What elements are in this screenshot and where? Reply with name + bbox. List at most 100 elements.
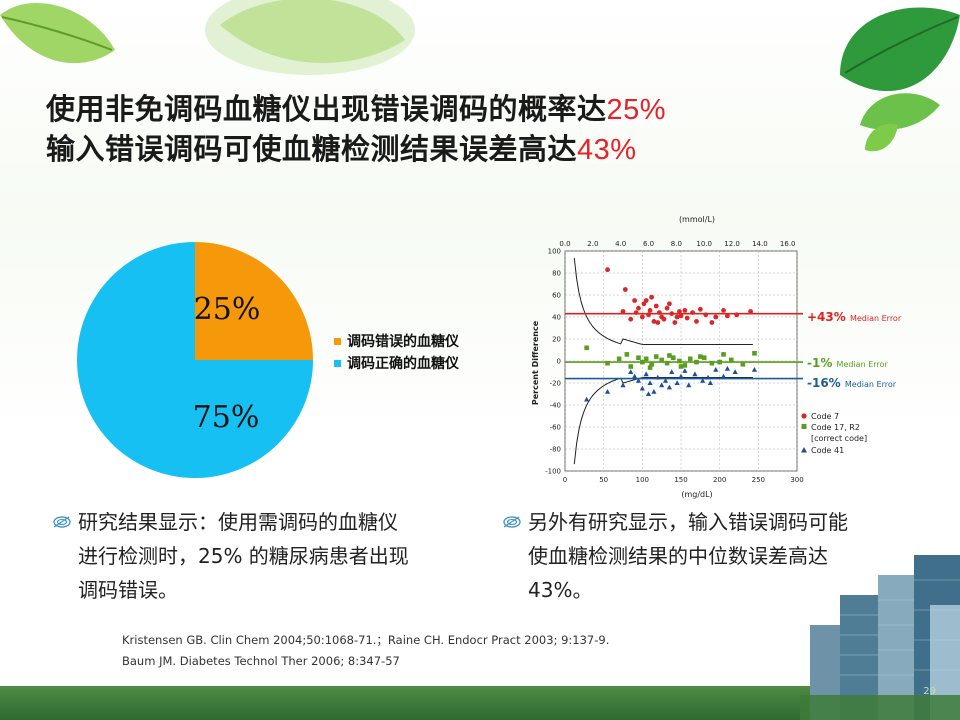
top-tick-5: 10.0	[696, 240, 712, 248]
bullet-right-line-2: 使血糖检测结果的中位数误差高达	[528, 544, 828, 568]
scatter-chart: (mmol/L) 0.0 2.0 4.0 6.0 8.0 10.0 12.0 14.0 16.0…	[531, 215, 902, 499]
point-s2-14	[678, 373, 684, 379]
legend-label-wrong-code: 调码错误的血糖仪	[347, 334, 459, 350]
point-s2-17	[700, 378, 706, 383]
point-s1-4	[636, 355, 641, 360]
point-s2-18	[707, 380, 713, 385]
point-s1-2	[616, 356, 622, 362]
point-s2-22	[751, 367, 758, 372]
x-tick-5: 250	[752, 476, 765, 484]
x-tick-0: 0	[563, 476, 567, 484]
y-tick-8: -60	[550, 424, 561, 432]
y-tick-6: -20	[550, 380, 561, 388]
point-s1-10	[664, 360, 670, 366]
point-s0-27	[628, 316, 634, 322]
point-s0-24	[725, 313, 730, 319]
point-s0-31	[655, 320, 661, 325]
point-s2-10	[659, 382, 665, 388]
legend-marker-code7	[801, 413, 807, 419]
point-s0-22	[709, 320, 715, 325]
scatter-top-axis-label: (mmol/L)	[679, 215, 715, 224]
upper-bound-curve	[573, 257, 753, 345]
y-tick-5: 0	[557, 358, 561, 366]
top-tick-6: 12.0	[724, 240, 740, 248]
x-tick-3: 150	[674, 476, 687, 484]
point-s1-3	[628, 364, 634, 369]
point-s2-4	[635, 378, 642, 383]
legend-marker-code41	[801, 447, 807, 453]
legend-marker-code17	[801, 424, 807, 429]
x-tick-2: 100	[636, 476, 649, 484]
reference-2: Baum JM. Diabetes Technol Ther 2006; 8:3…	[122, 654, 400, 668]
title-line-2-text: 输入错误调码可使血糖检测结果误差高达	[46, 132, 578, 166]
legend-text-code17: Code 17, R2	[811, 423, 860, 432]
point-s2-11	[662, 378, 669, 383]
annot-minus1: -1% Median Error	[807, 356, 888, 370]
point-s1-19	[728, 357, 734, 363]
reference-1: Kristensen GB. Clin Chem 2004;50:1068-71…	[122, 633, 610, 647]
point-s2-24	[645, 391, 652, 396]
point-s1-17	[709, 360, 715, 366]
x-tick-4: 200	[713, 476, 726, 484]
scatter-bottom-axis-label: (mg/dL)	[681, 490, 712, 499]
y-tick-0: 100	[548, 248, 561, 256]
leaf-top-center-icon	[205, 0, 415, 75]
point-s1-1	[605, 360, 610, 366]
legend-text-correct-code: [correct code]	[811, 434, 867, 443]
point-s0-1	[622, 287, 628, 292]
bullet-right-line-3: 43%。	[528, 578, 593, 602]
y-tick-2: 60	[552, 292, 561, 300]
point-s1-11	[670, 355, 676, 360]
point-s0-12	[661, 316, 667, 322]
point-s1-25	[678, 364, 684, 369]
point-s0-36	[713, 314, 719, 320]
pie-chart: 25% 75%	[77, 242, 313, 478]
point-s2-23	[632, 373, 638, 379]
bullet-left-line-2: 进行检测时，25% 的糖尿病患者出现	[78, 544, 409, 568]
point-s0-20	[694, 319, 699, 324]
point-s1-5	[640, 359, 645, 365]
point-s0-15	[672, 320, 678, 325]
point-s0-8	[651, 319, 657, 324]
point-s2-26	[682, 368, 688, 373]
leaf-top-right-icon	[840, 7, 960, 130]
point-s2-21	[732, 369, 738, 374]
y-tick-3: 40	[552, 314, 561, 322]
page-number: 29	[923, 686, 936, 697]
point-s2-15	[686, 382, 692, 388]
point-s0-19	[690, 310, 695, 315]
point-s2-9	[655, 374, 661, 380]
y-tick-10: -100	[545, 468, 561, 476]
point-s1-27	[717, 359, 722, 365]
x-tick-6: 300	[790, 476, 803, 484]
scatter-y-axis-label: Percent Difference	[531, 320, 540, 405]
point-s2-13	[674, 380, 680, 385]
top-tick-3: 6.0	[643, 240, 654, 248]
top-tick-0: 0.0	[559, 240, 570, 248]
point-s1-20	[740, 362, 746, 367]
point-s0-28	[633, 310, 639, 315]
pie-label-75: 75%	[193, 400, 260, 435]
top-tick-8: 16.0	[780, 240, 796, 248]
point-s0-29	[643, 298, 649, 303]
point-s2-27	[705, 374, 711, 380]
point-s0-0	[605, 267, 610, 273]
title-line-1-text: 使用非免调码血糖仪出现错误调码的概率达	[46, 92, 607, 126]
point-s1-15	[694, 359, 699, 365]
point-s1-9	[659, 357, 664, 363]
pie-label-25: 25%	[194, 292, 261, 327]
point-s2-0	[584, 396, 590, 402]
point-s0-7	[647, 308, 653, 313]
top-tick-1: 2.0	[587, 240, 598, 248]
point-s0-35	[697, 306, 703, 312]
title-line-1-highlight: 25%	[606, 94, 667, 126]
y-tick-7: -40	[550, 402, 561, 410]
point-s2-5	[639, 385, 645, 391]
top-tick-4: 8.0	[671, 240, 682, 248]
point-s0-30	[649, 294, 655, 300]
pie-legend-item-wrong-code: 调码错误的血糖仪	[334, 330, 459, 352]
scatter-legend: Code 7 Code 17, R2 [correct code] Code 4…	[801, 412, 867, 455]
point-s0-4	[639, 314, 645, 320]
annot-plus43: +43% Median Error	[807, 310, 902, 324]
point-s0-34	[682, 308, 688, 313]
